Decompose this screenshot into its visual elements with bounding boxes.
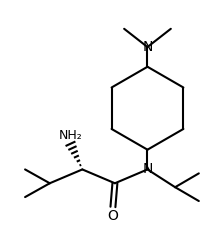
Text: N: N [142, 40, 153, 54]
Text: NH₂: NH₂ [59, 129, 82, 142]
Text: O: O [108, 209, 118, 223]
Text: N: N [142, 163, 153, 176]
